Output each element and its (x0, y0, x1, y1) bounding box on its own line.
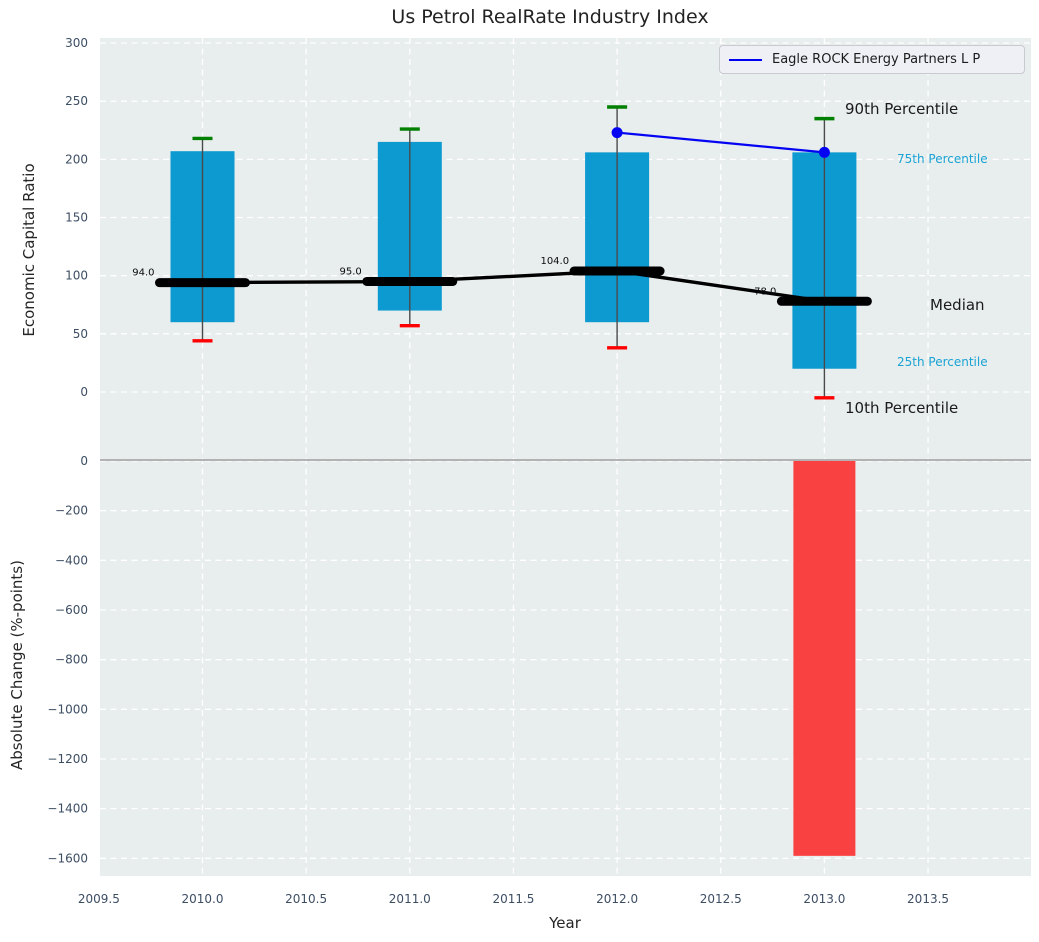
bottom-y-tick--800: −800 (55, 653, 88, 667)
x-tick-2010: 2010.0 (182, 892, 224, 906)
legend-line-sample (729, 58, 762, 61)
median-line (202, 269, 825, 303)
annotation-10th-percentile: 10th Percentile (845, 399, 958, 417)
bottom-y-tick--200: −200 (55, 504, 88, 518)
change-bar-2013 (793, 461, 856, 856)
plot-background (100, 38, 1031, 876)
x-tick-2013.5: 2013.5 (907, 892, 949, 906)
company-line (616, 131, 825, 154)
bottom-y-tick--1600: −1600 (47, 851, 88, 865)
annotation-90th-percentile: 90th Percentile (845, 100, 958, 118)
company-point-2012 (611, 127, 623, 139)
top-y-tick-250: 250 (65, 94, 88, 108)
annotation-median: Median (930, 296, 985, 314)
top-y-tick-150: 150 (65, 211, 88, 225)
bottom-y-tick--400: −400 (55, 553, 88, 567)
bottom-y-tick--1200: −1200 (47, 752, 88, 766)
median-value-label-2011: 95.0 (340, 266, 362, 277)
x-tick-2013: 2013.0 (803, 892, 845, 906)
x-tick-2011: 2011.0 (389, 892, 431, 906)
bottom-y-tick--600: −600 (55, 603, 88, 617)
x-tick-2009.5: 2009.5 (78, 892, 120, 906)
bottom-y-tick--1000: −1000 (47, 702, 88, 716)
x-axis-label: Year (548, 914, 582, 932)
chart-title: Us Petrol RealRate Industry Index (391, 6, 709, 28)
top-y-tick-200: 200 (65, 152, 88, 166)
company-point-2013 (818, 146, 830, 158)
annotation-25th-percentile: 25th Percentile (897, 355, 988, 369)
top-y-tick-50: 50 (73, 327, 88, 341)
median-value-label-2010: 94.0 (132, 268, 154, 279)
top-y-tick-300: 300 (65, 36, 88, 50)
bottom-y-axis-label: Absolute Change (%-points) (8, 560, 26, 770)
top-y-tick-0: 0 (80, 385, 88, 399)
legend: Eagle ROCK Energy Partners L P (719, 45, 1025, 74)
plot-generated-layer: 94.0 95.0 104.0 78.0 0 50 100 150 200 250 300 0 −200… (47, 36, 1031, 906)
x-tick-2011.5: 2011.5 (492, 892, 534, 906)
bottom-y-tick-0: 0 (80, 454, 88, 468)
x-tick-2012: 2012.0 (596, 892, 638, 906)
median-value-label-2012: 104.0 (540, 256, 569, 267)
top-y-axis-label: Economic Capital Ratio (20, 163, 38, 336)
median-value-label-2013: 78.0 (754, 286, 776, 297)
bottom-y-tick--1400: −1400 (47, 802, 88, 816)
x-tick-2010.5: 2010.5 (285, 892, 327, 906)
x-tick-2012.5: 2012.5 (700, 892, 742, 906)
annotation-75th-percentile: 75th Percentile (897, 152, 988, 166)
top-y-tick-100: 100 (65, 269, 88, 283)
legend-label: Eagle ROCK Energy Partners L P (772, 52, 981, 67)
